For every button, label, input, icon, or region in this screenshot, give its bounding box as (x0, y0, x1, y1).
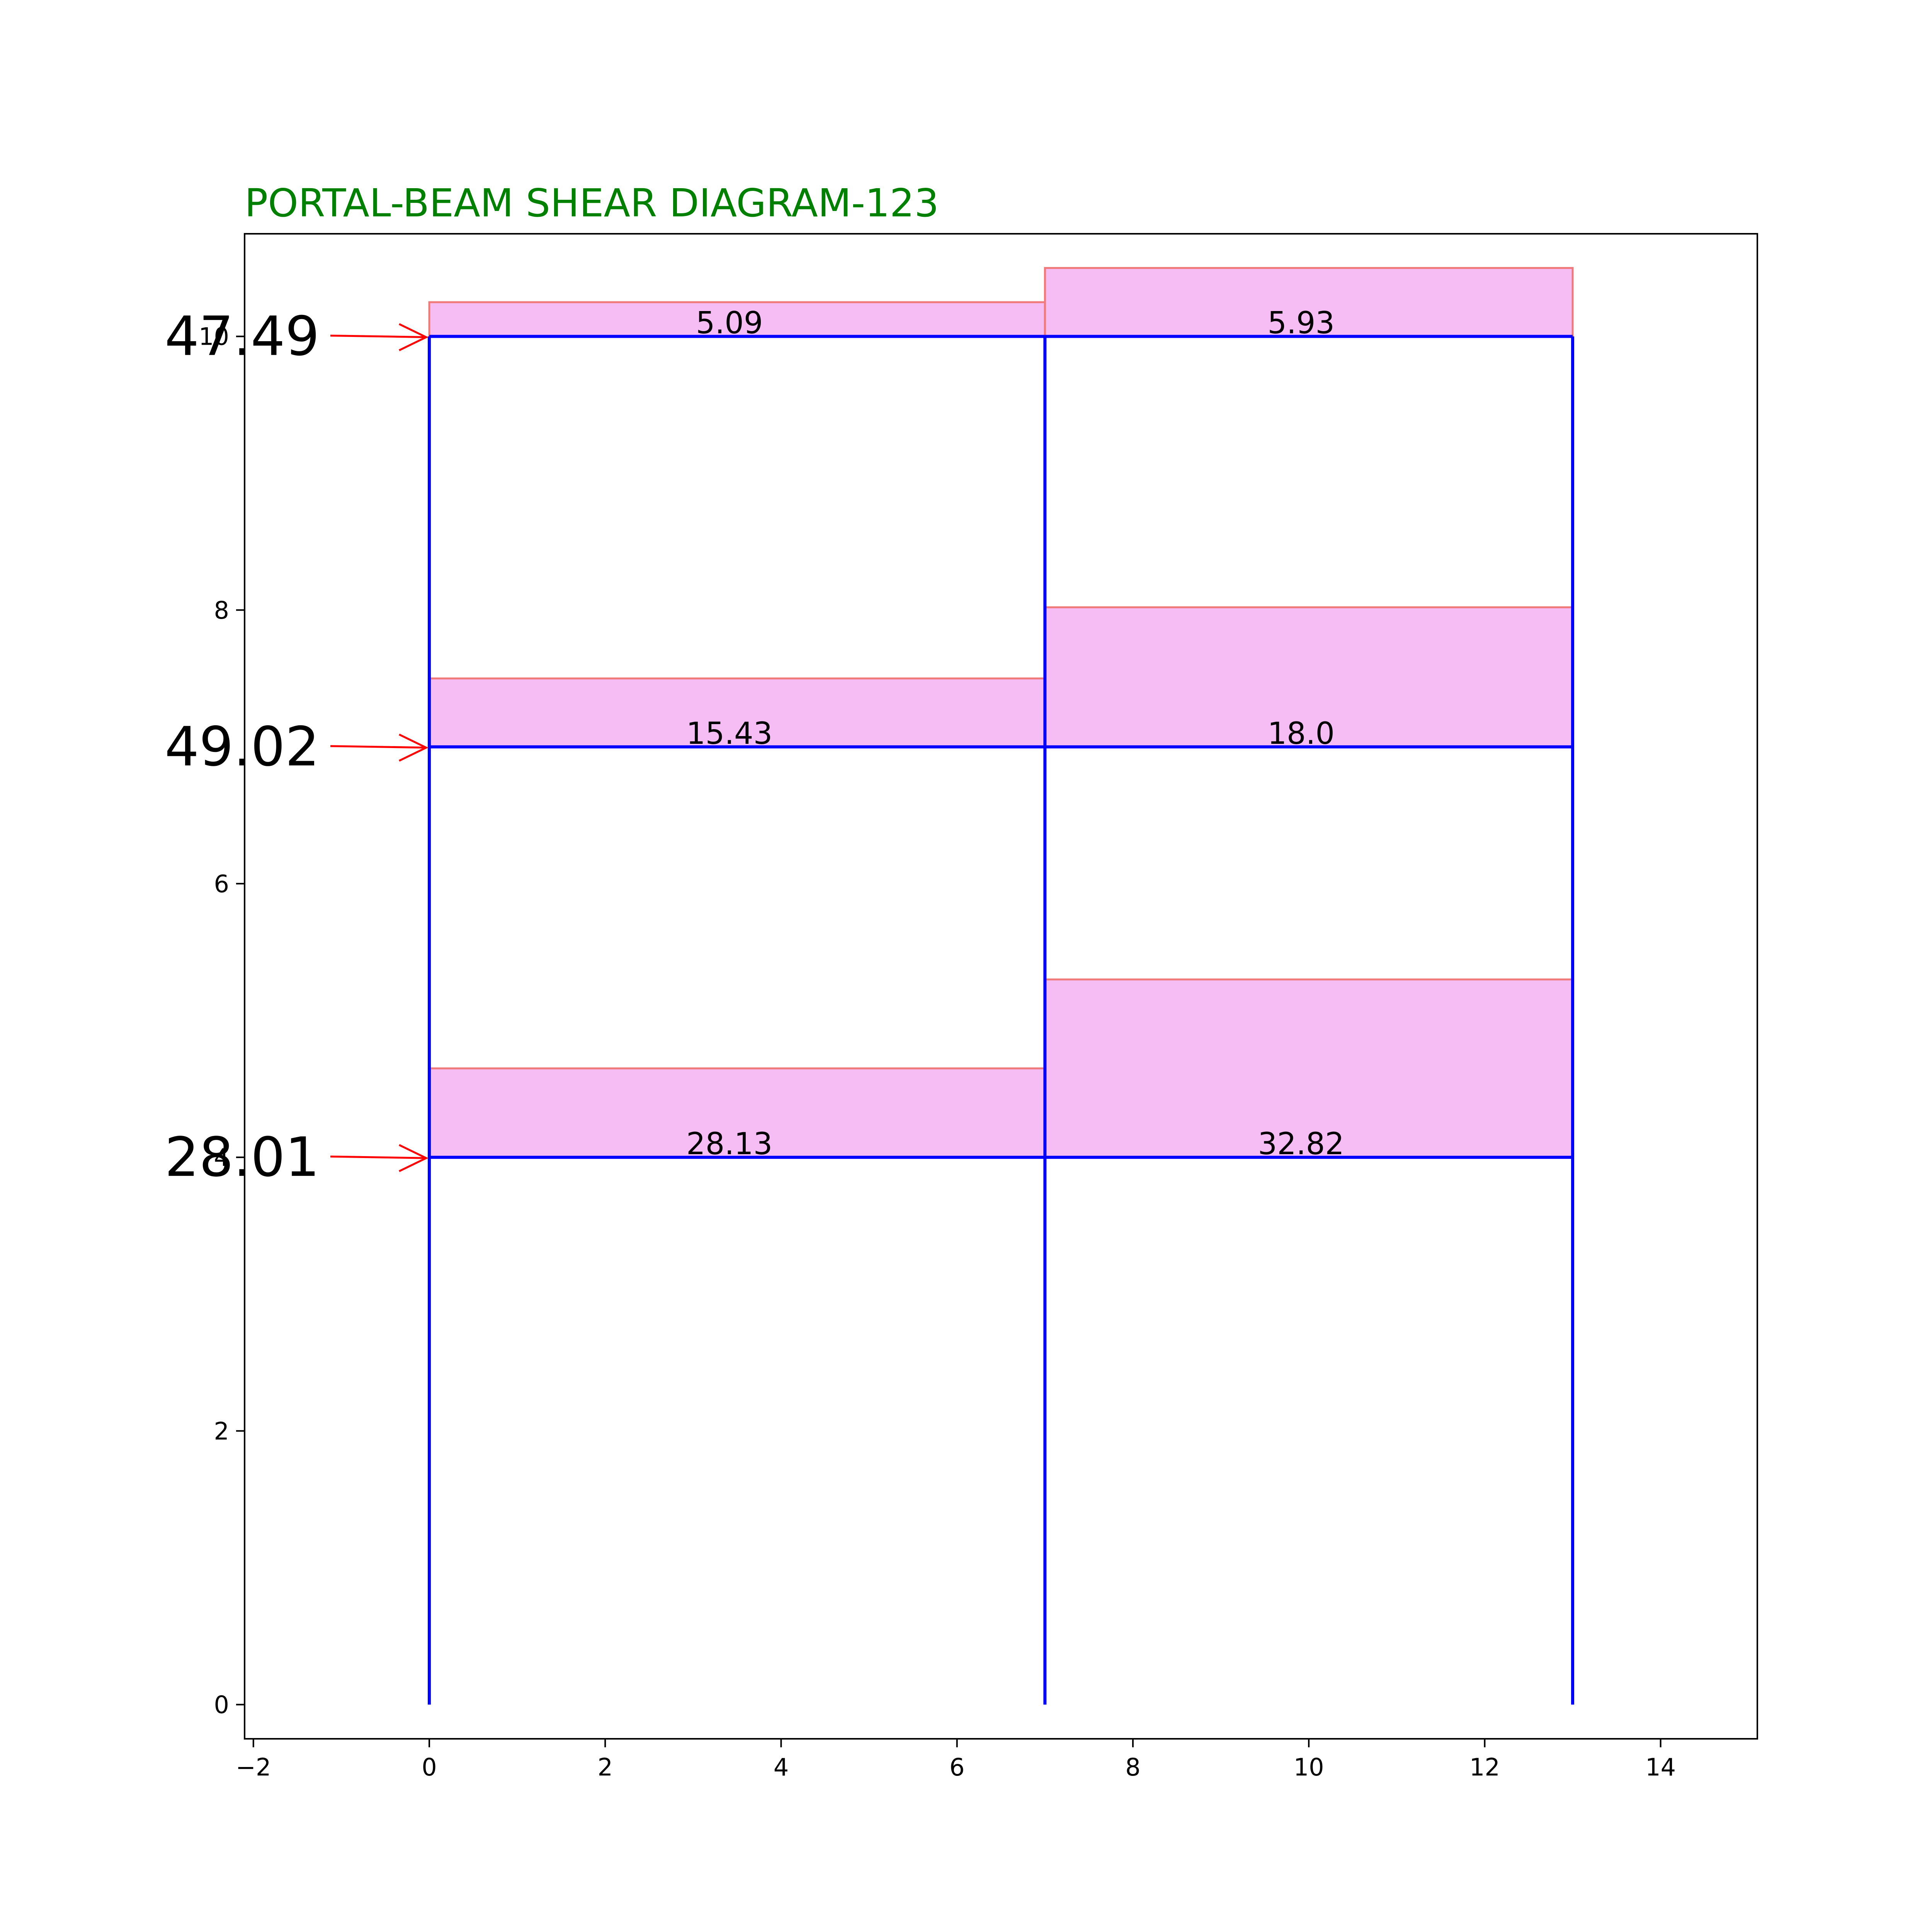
load-arrow-shaft-1 (330, 745, 427, 749)
plot-frame (244, 233, 1758, 1740)
shear-diagram-layer (428, 267, 1574, 1158)
load-arrow-head-0 (398, 323, 429, 351)
shear-block-1 (1044, 267, 1574, 338)
y-tick-label-10: 10 (199, 323, 229, 351)
load-arrow-shaft-2 (330, 1155, 427, 1159)
lateral-load-label-1: 49.02 (165, 716, 320, 779)
x-tick-label-10: 10 (1294, 1753, 1324, 1781)
beam-shear-label-2: 15.43 (686, 716, 772, 751)
load-arrow-head-1 (398, 733, 429, 762)
shear-block-4 (428, 1067, 1046, 1158)
beam-shear-label-1: 5.93 (1267, 306, 1335, 341)
x-tick-label-0: 0 (422, 1753, 437, 1781)
x-tick-label-6: 6 (949, 1753, 964, 1781)
x-tick-label-2: 2 (598, 1753, 613, 1781)
load-arrow-shaft-0 (330, 335, 427, 338)
shear-block-3 (1044, 606, 1574, 748)
beam-shear-label-4: 28.13 (686, 1127, 772, 1162)
x-tick-label--2: −2 (236, 1753, 271, 1781)
shear-block-5 (1044, 978, 1574, 1158)
beam-shear-label-0: 5.09 (696, 306, 763, 341)
axes-layer: −2 0 2 4 6 8 10 12 14 0 2 4 6 8 10 (199, 233, 1758, 1781)
y-tick-label-0: 0 (214, 1690, 229, 1719)
x-tick-label-12: 12 (1469, 1753, 1500, 1781)
shear-block-2 (428, 677, 1046, 748)
y-tick-label-8: 8 (214, 596, 229, 624)
x-tick-label-14: 14 (1645, 1753, 1676, 1781)
y-tick-label-2: 2 (214, 1417, 229, 1445)
beam-label-layer: 5.09 5.93 15.43 18.0 28.13 32.82 (686, 306, 1344, 1162)
shear-block-0 (428, 301, 1046, 338)
x-tick-label-4: 4 (774, 1753, 789, 1781)
beam-shear-label-3: 18.0 (1267, 716, 1335, 751)
load-arrow-head-2 (398, 1144, 429, 1172)
y-tick-label-4: 4 (214, 1143, 229, 1172)
beam-shear-label-5: 32.82 (1258, 1127, 1344, 1162)
x-tick-label-8: 8 (1125, 1753, 1140, 1781)
y-tick-label-6: 6 (214, 870, 229, 898)
chart-title: PORTAL-BEAM SHEAR DIAGRAM-123 (245, 180, 939, 226)
frame-layer (427, 335, 1575, 1705)
